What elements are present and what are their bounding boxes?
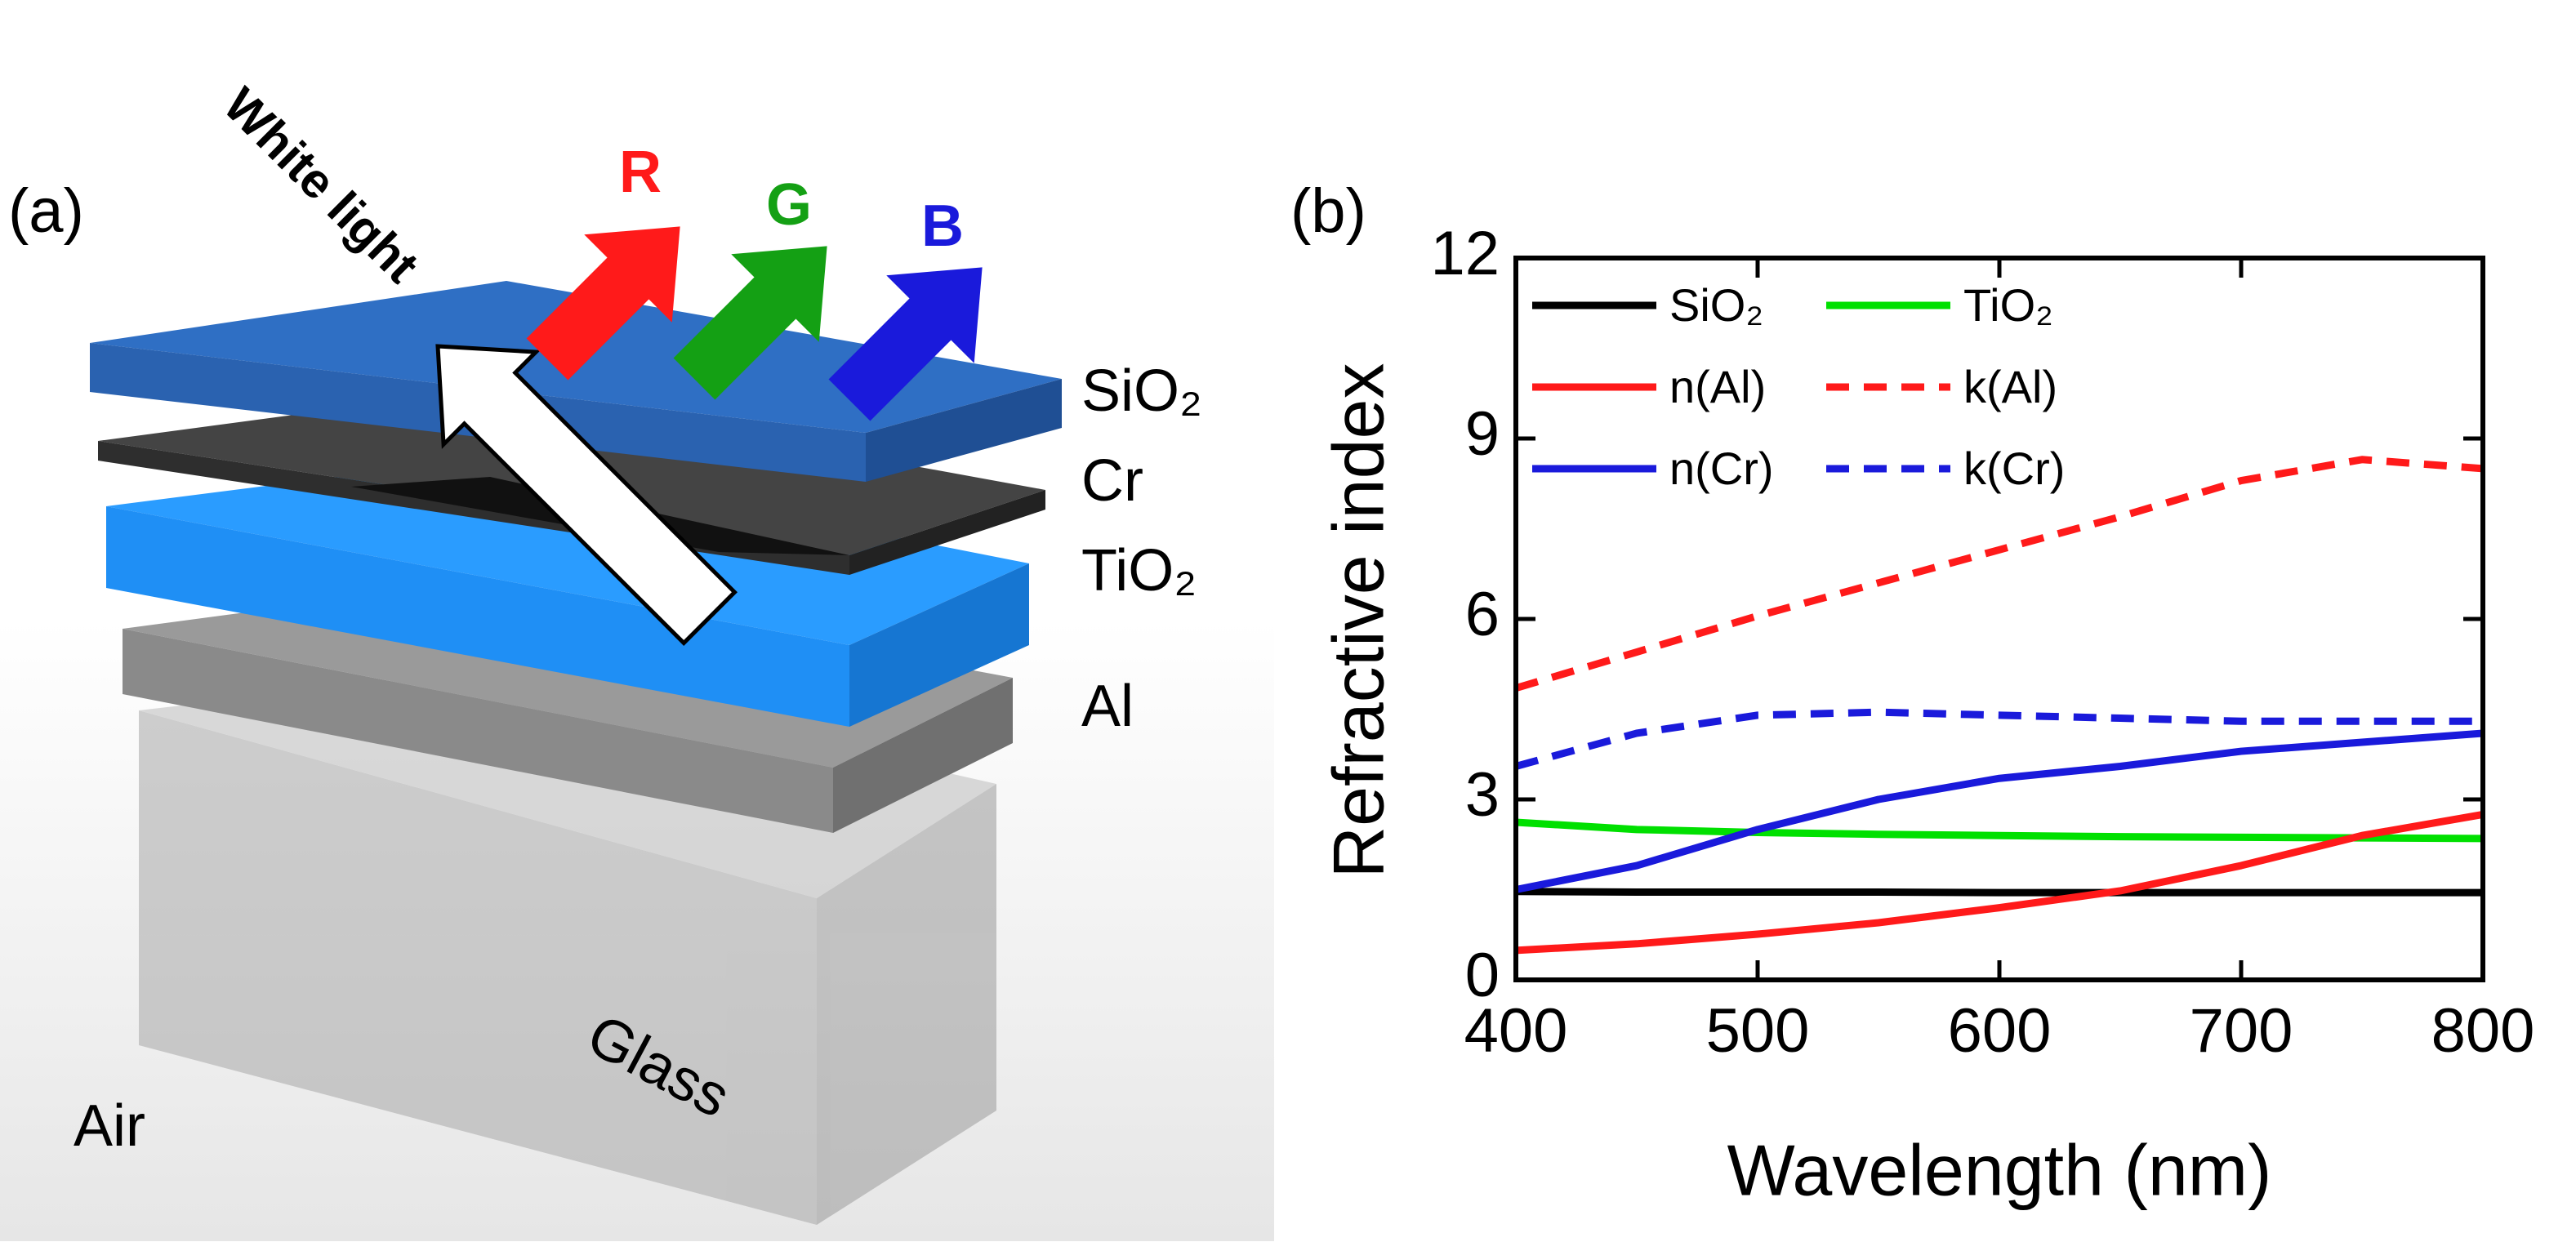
x-tick-label: 500 <box>1706 996 1810 1066</box>
layer-label: Al <box>1081 674 1134 739</box>
reflected-label: G <box>766 172 812 238</box>
y-tick-label: 12 <box>1430 219 1500 288</box>
x-tick-label: 600 <box>1948 996 2052 1066</box>
reflected-label: R <box>619 140 662 205</box>
legend-label: n(Cr) <box>1669 443 1774 494</box>
x-tick-label: 400 <box>1464 996 1568 1066</box>
data-line <box>1515 810 2484 955</box>
layer-label: TiO₂ <box>1081 538 1197 603</box>
x-axis-label: Wavelength (nm) <box>1727 1129 2272 1210</box>
reflected-label: B <box>921 194 964 259</box>
x-tick-label: 800 <box>2431 996 2535 1066</box>
incident-label: White light <box>213 78 429 293</box>
y-tick-label: 9 <box>1465 399 1500 469</box>
layer-label: Cr <box>1081 448 1143 514</box>
y-axis-label: Refractive index <box>1317 363 1398 879</box>
data-line <box>1514 708 2483 770</box>
blue-arrow <box>828 267 983 421</box>
white-light-arrow <box>435 344 738 646</box>
legend-label: SiO₂ <box>1669 279 1763 331</box>
y-tick-label: 0 <box>1465 941 1500 1010</box>
y-tick-label: 3 <box>1465 760 1500 830</box>
data-line <box>1514 456 2484 692</box>
legend-label: k(Al) <box>1963 361 2057 412</box>
panel-a: (a) White light R G B SiO₂ Cr TiO₂ Al Gl… <box>0 78 1274 1241</box>
panel-b: (b) Wavelength (nm) Refractive index 400… <box>1290 176 2534 1210</box>
legend-label: k(Cr) <box>1963 443 2065 494</box>
x-tick-label: 700 <box>2190 996 2293 1066</box>
y-tick-label: 6 <box>1465 580 1500 649</box>
layer-label: SiO₂ <box>1081 358 1202 424</box>
data-line <box>1515 729 2484 893</box>
legend-label: n(Al) <box>1669 361 1766 412</box>
green-arrow <box>673 246 827 400</box>
panel-label: (a) <box>8 176 84 246</box>
ambient-label: Air <box>74 1093 145 1159</box>
data-line <box>1515 888 2483 897</box>
panel-label: (b) <box>1290 176 1366 246</box>
legend-label: TiO₂ <box>1963 279 2053 331</box>
tio2-layer <box>106 457 1029 727</box>
data-line <box>1515 818 2484 843</box>
plot-frame <box>1513 256 2485 982</box>
red-arrow <box>526 226 680 381</box>
